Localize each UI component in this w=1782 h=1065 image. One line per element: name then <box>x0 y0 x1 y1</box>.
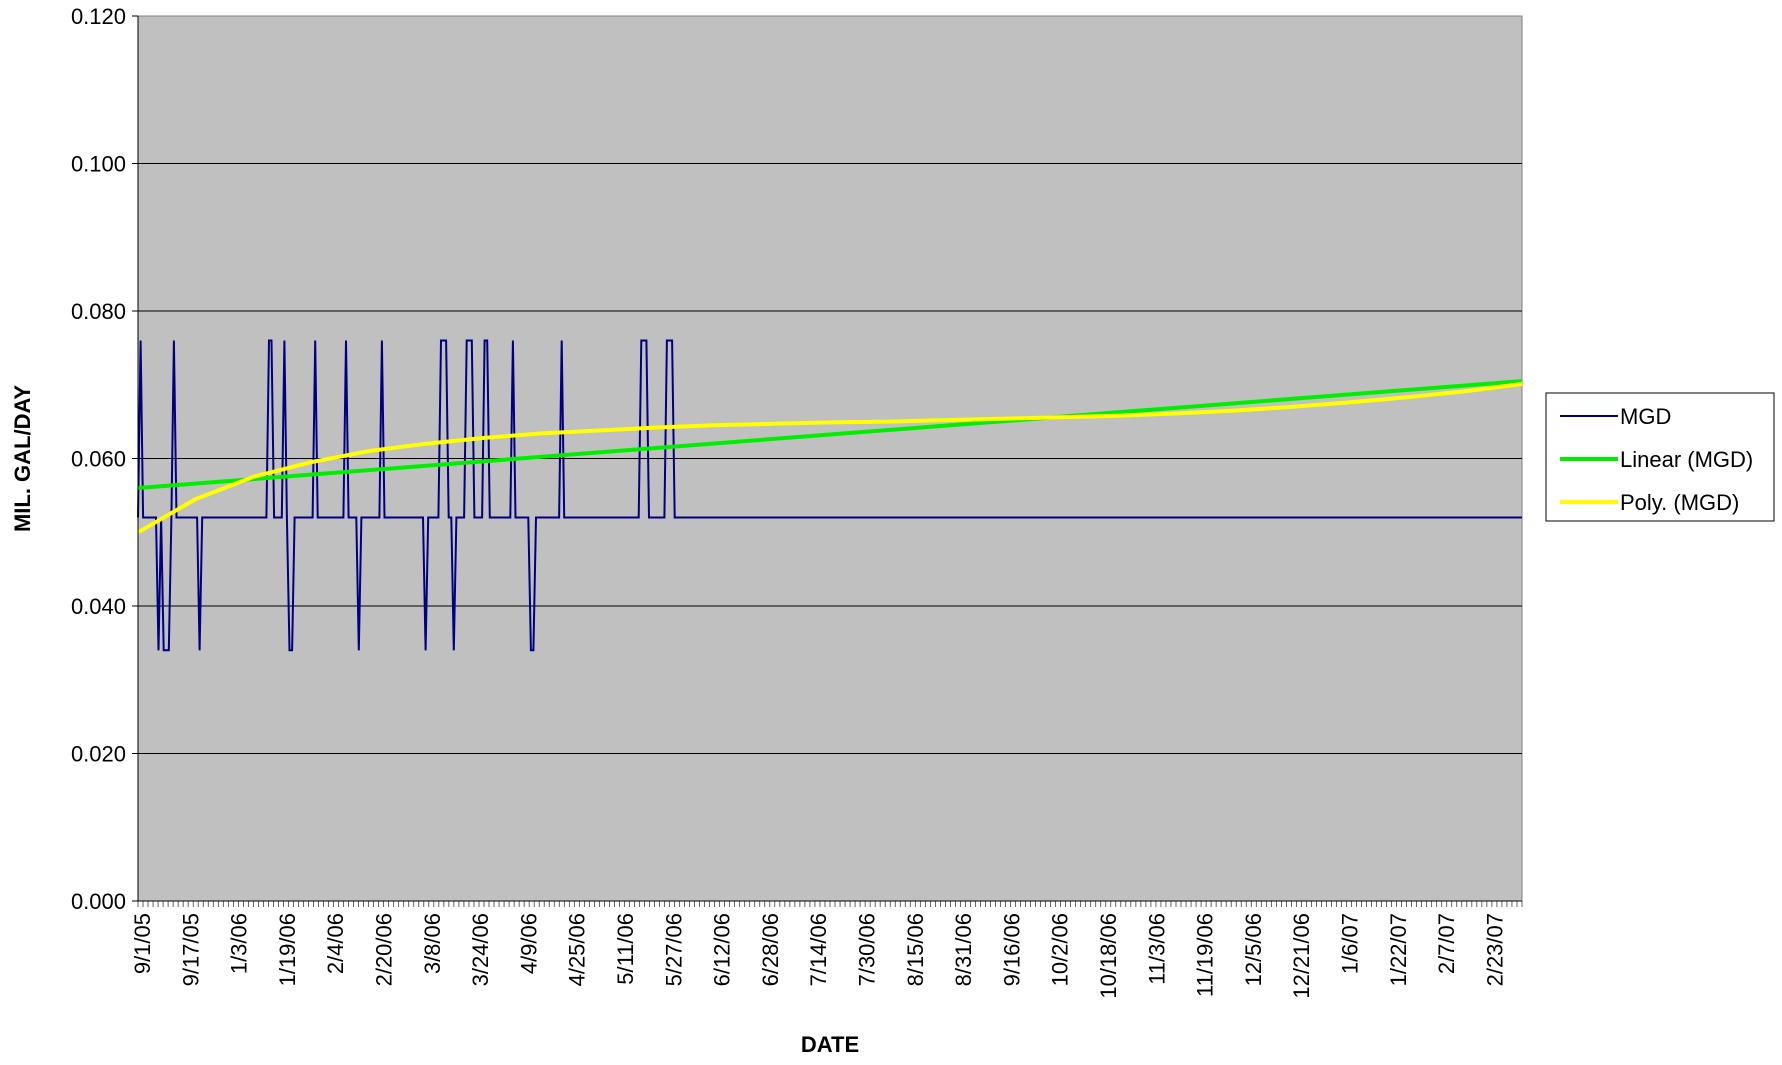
series-layer <box>137 339 1523 652</box>
x-tick-label: 11/3/06 <box>1144 913 1169 985</box>
legend-label-linear: Linear (MGD) <box>1620 447 1753 472</box>
y-tick-label: 0.000 <box>71 889 126 914</box>
axis-layer: 0.000 0.020 0.040 0.060 0.080 0.100 0.120 9/1/0… <box>71 4 1523 999</box>
x-tick-label: 6/12/06 <box>710 913 735 986</box>
x-tick-label: 1/19/06 <box>275 913 300 986</box>
x-tick-label: 9/1/05 <box>130 913 155 974</box>
x-axis-title: DATE <box>801 1032 859 1057</box>
y-tick-label: 0.080 <box>71 299 126 324</box>
x-tick-label: 3/24/06 <box>468 913 493 986</box>
x-tick-label: 4/9/06 <box>516 913 541 974</box>
x-tick-label: 12/21/06 <box>1289 913 1314 999</box>
x-tick-label: 2/7/07 <box>1434 913 1459 974</box>
series-line-mgd <box>137 339 1522 652</box>
x-tick-label: 5/11/06 <box>613 913 638 985</box>
x-tick-label: 8/31/06 <box>951 913 976 986</box>
x-tick-label: 6/28/06 <box>758 913 783 986</box>
x-tick-label: 4/25/06 <box>565 913 590 986</box>
x-tick-label: 10/2/06 <box>1048 913 1073 986</box>
y-tick-label: 0.040 <box>71 594 126 619</box>
x-tick-label: 1/22/07 <box>1386 913 1411 986</box>
y-tick-label: 0.060 <box>71 447 126 472</box>
x-tick-label: 1/3/06 <box>227 913 252 974</box>
y-tick-label: 0.100 <box>71 152 126 177</box>
legend-label-mgd: MGD <box>1620 404 1671 429</box>
x-tick-label: 9/17/05 <box>178 913 203 986</box>
grid-layer <box>138 163 1522 754</box>
x-tick-label: 2/4/06 <box>323 913 348 974</box>
x-tick-label: 1/6/07 <box>1338 913 1363 974</box>
x-tick-label: 9/16/06 <box>999 913 1024 986</box>
x-tick-label: 2/23/07 <box>1482 913 1507 986</box>
y-tick-label: 0.020 <box>71 742 126 767</box>
x-tick-label: 11/19/06 <box>1193 913 1218 997</box>
x-tick-label: 3/8/06 <box>420 913 445 974</box>
x-tick-label: 12/5/06 <box>1241 913 1266 986</box>
legend-label-poly: Poly. (MGD) <box>1620 490 1739 515</box>
y-tick-label: 0.120 <box>71 4 126 29</box>
y-axis-title: MIL. GAL/DAY <box>10 385 35 532</box>
x-tick-label: 2/20/06 <box>372 913 397 986</box>
x-tick-label: 7/30/06 <box>855 913 880 986</box>
legend: MGD Linear (MGD) Poly. (MGD) <box>1545 392 1775 522</box>
x-tick-label: 10/18/06 <box>1096 913 1121 999</box>
x-tick-label: 5/27/06 <box>661 913 686 986</box>
x-tick-label: 7/14/06 <box>806 913 831 986</box>
series-line-poly <box>137 382 1523 535</box>
series-line-linear <box>137 379 1523 490</box>
x-tick-label: 8/15/06 <box>903 913 928 986</box>
